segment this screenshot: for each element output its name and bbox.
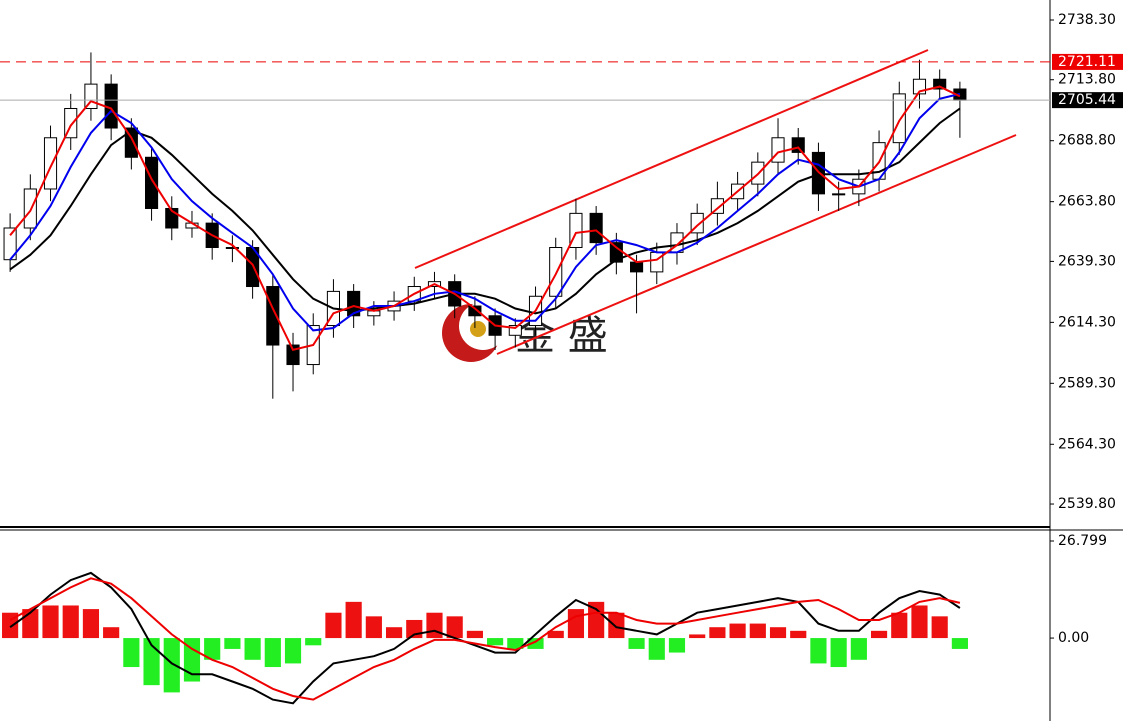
histogram-bar bbox=[931, 616, 948, 639]
macd-line bbox=[9, 577, 961, 701]
histogram-bar bbox=[42, 605, 59, 639]
y-tick-label: 2564.30 bbox=[1058, 436, 1116, 452]
histogram-bar bbox=[951, 638, 968, 649]
price-label: 2721.11 bbox=[1058, 54, 1116, 70]
candle-body bbox=[791, 137, 805, 153]
histogram-bar bbox=[163, 638, 180, 693]
candle-body bbox=[468, 305, 482, 317]
candle-body bbox=[225, 247, 239, 250]
histogram-bar bbox=[790, 630, 807, 639]
histogram-bar bbox=[365, 616, 382, 639]
histogram-bar bbox=[668, 638, 686, 653]
histogram-bar bbox=[588, 601, 605, 639]
channel-upper bbox=[414, 49, 929, 269]
histogram-bar bbox=[284, 638, 302, 664]
logo-dot bbox=[470, 321, 486, 337]
candle-body bbox=[832, 193, 846, 196]
histogram-bar bbox=[204, 638, 221, 660]
histogram-bar bbox=[385, 627, 403, 639]
histogram-bar bbox=[729, 623, 746, 639]
histogram-bar bbox=[426, 612, 443, 639]
candle-body bbox=[892, 93, 906, 144]
y-tick-label: 2688.80 bbox=[1058, 133, 1116, 149]
moving-average bbox=[9, 107, 961, 315]
histogram-bar bbox=[183, 638, 201, 682]
candle-body bbox=[145, 156, 159, 209]
candle-body bbox=[771, 137, 785, 163]
price-label-box bbox=[1052, 92, 1123, 109]
histogram-bar bbox=[547, 630, 564, 639]
candle-body bbox=[43, 137, 58, 190]
candle-body bbox=[549, 247, 563, 297]
moving-average bbox=[9, 85, 961, 352]
y-tick-label: 2614.30 bbox=[1058, 314, 1116, 330]
histogram-bar bbox=[264, 638, 281, 668]
histogram-bar bbox=[709, 627, 726, 639]
y-tick-label: 2713.80 bbox=[1058, 72, 1116, 88]
histogram-bar bbox=[82, 609, 100, 639]
candle-body bbox=[630, 261, 644, 273]
histogram-bar bbox=[325, 612, 342, 639]
histogram-bar bbox=[466, 630, 483, 639]
y-tick-label: 2738.30 bbox=[1058, 12, 1116, 28]
histogram-bar bbox=[567, 609, 585, 639]
histogram-bar bbox=[103, 627, 120, 639]
histogram-bar bbox=[810, 638, 827, 664]
y-tick-label: 2539.80 bbox=[1058, 496, 1116, 512]
candle-body bbox=[933, 78, 947, 90]
histogram-bar bbox=[689, 634, 706, 639]
moving-average bbox=[9, 92, 961, 332]
histogram-bar bbox=[446, 616, 463, 639]
histogram-bar bbox=[62, 605, 79, 639]
histogram-bar bbox=[648, 638, 665, 660]
y-tick-label: 26.799 bbox=[1058, 533, 1107, 549]
candle-body bbox=[124, 127, 138, 158]
histogram-bar bbox=[769, 627, 787, 639]
y-tick-label: 2589.30 bbox=[1058, 375, 1116, 391]
histogram-bar bbox=[2, 612, 19, 639]
candle-body bbox=[508, 325, 522, 336]
histogram-bar bbox=[891, 612, 908, 639]
histogram-bar bbox=[850, 638, 867, 660]
y-tick-label: 2663.80 bbox=[1058, 194, 1116, 210]
histogram-bar bbox=[244, 638, 261, 660]
price-label: 2705.44 bbox=[1058, 92, 1116, 108]
histogram-bar bbox=[487, 638, 504, 646]
histogram-bar bbox=[749, 623, 766, 639]
candle-body bbox=[650, 251, 664, 273]
histogram-bar bbox=[870, 630, 888, 639]
y-tick-label: 0.00 bbox=[1058, 630, 1089, 646]
candle-body bbox=[710, 198, 724, 214]
y-tick-label: 2639.30 bbox=[1058, 253, 1116, 269]
histogram-bar bbox=[224, 638, 241, 649]
candle-body bbox=[589, 212, 603, 244]
histogram-bar bbox=[911, 605, 928, 639]
histogram-bar bbox=[507, 638, 524, 649]
histogram-bar bbox=[830, 638, 847, 668]
histogram-bar bbox=[628, 638, 645, 649]
histogram-bar bbox=[608, 612, 625, 639]
price-label-box bbox=[1052, 53, 1123, 70]
macd-line bbox=[9, 571, 961, 705]
histogram-bar bbox=[527, 638, 544, 649]
channel-lower bbox=[496, 134, 1017, 355]
histogram-bar bbox=[345, 601, 362, 639]
histogram-bar bbox=[123, 638, 140, 668]
histogram-bar bbox=[305, 638, 322, 646]
